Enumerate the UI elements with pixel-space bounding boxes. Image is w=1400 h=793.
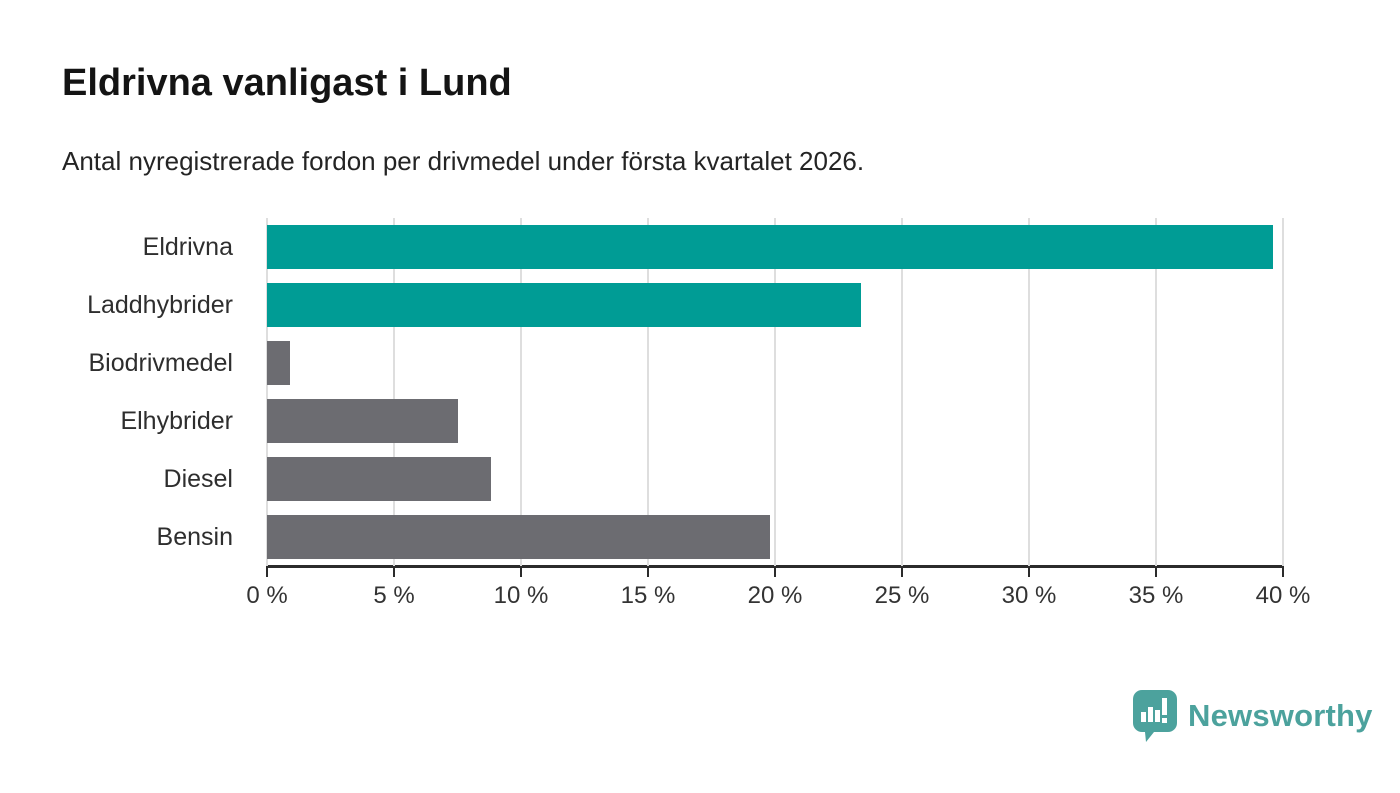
category-label: Diesel bbox=[163, 464, 233, 493]
bar-row bbox=[267, 508, 1283, 566]
bar bbox=[267, 515, 770, 559]
x-tick-mark bbox=[774, 568, 776, 577]
x-tick-mark bbox=[266, 568, 268, 577]
bar-row bbox=[267, 450, 1283, 508]
x-tick-label: 35 % bbox=[1128, 582, 1184, 609]
x-tick-label: 25 % bbox=[874, 582, 930, 609]
chart-title: Eldrivna vanligast i Lund bbox=[62, 62, 512, 104]
x-tick-label: 40 % bbox=[1255, 582, 1311, 609]
gridline bbox=[1282, 218, 1284, 566]
bar-row bbox=[267, 334, 1283, 392]
x-tick-label: 0 % bbox=[246, 582, 288, 609]
gridline bbox=[1155, 218, 1157, 566]
category-label: Eldrivna bbox=[142, 232, 233, 261]
x-tick-label: 30 % bbox=[1001, 582, 1057, 609]
category-label: Laddhybrider bbox=[87, 290, 233, 319]
category-label: Biodrivmedel bbox=[88, 348, 233, 377]
bar-row bbox=[267, 276, 1283, 334]
x-tick-label: 20 % bbox=[747, 582, 803, 609]
plot-area bbox=[266, 218, 1284, 566]
gridline bbox=[647, 218, 649, 566]
bar-row bbox=[267, 392, 1283, 450]
x-tick-mark bbox=[393, 568, 395, 577]
gridline bbox=[266, 218, 268, 566]
bar bbox=[267, 225, 1273, 269]
chart-subtitle: Antal nyregistrerade fordon per drivmede… bbox=[62, 146, 865, 176]
category-labels: Eldrivna Laddhybrider Biodrivmedel Elhybrid… bbox=[0, 218, 250, 566]
bar bbox=[267, 399, 458, 443]
gridline bbox=[774, 218, 776, 566]
gridline bbox=[901, 218, 903, 566]
category-label: Elhybrider bbox=[120, 406, 233, 435]
x-tick-mark bbox=[1155, 568, 1157, 577]
x-axis-line bbox=[266, 565, 1284, 568]
bar-rows bbox=[267, 218, 1283, 566]
x-tick-label: 10 % bbox=[493, 582, 549, 609]
bar bbox=[267, 457, 491, 501]
x-tick-label: 15 % bbox=[620, 582, 676, 609]
gridline bbox=[393, 218, 395, 566]
category-label: Bensin bbox=[156, 522, 233, 551]
gridline bbox=[520, 218, 522, 566]
brand-name: Newsworthy bbox=[1188, 698, 1373, 733]
bar bbox=[267, 341, 290, 385]
x-tick-mark bbox=[1028, 568, 1030, 577]
bar-row bbox=[267, 218, 1283, 276]
x-tick-mark bbox=[647, 568, 649, 577]
x-tick-mark bbox=[520, 568, 522, 577]
x-tick-label: 5 % bbox=[373, 582, 415, 609]
brand-footer: Newsworthy bbox=[1132, 689, 1373, 743]
x-tick-mark bbox=[1282, 568, 1284, 577]
bar-chart-speech-bubble-icon bbox=[1133, 690, 1177, 742]
x-tick-mark bbox=[901, 568, 903, 577]
gridline bbox=[1028, 218, 1030, 566]
bar bbox=[267, 283, 862, 327]
